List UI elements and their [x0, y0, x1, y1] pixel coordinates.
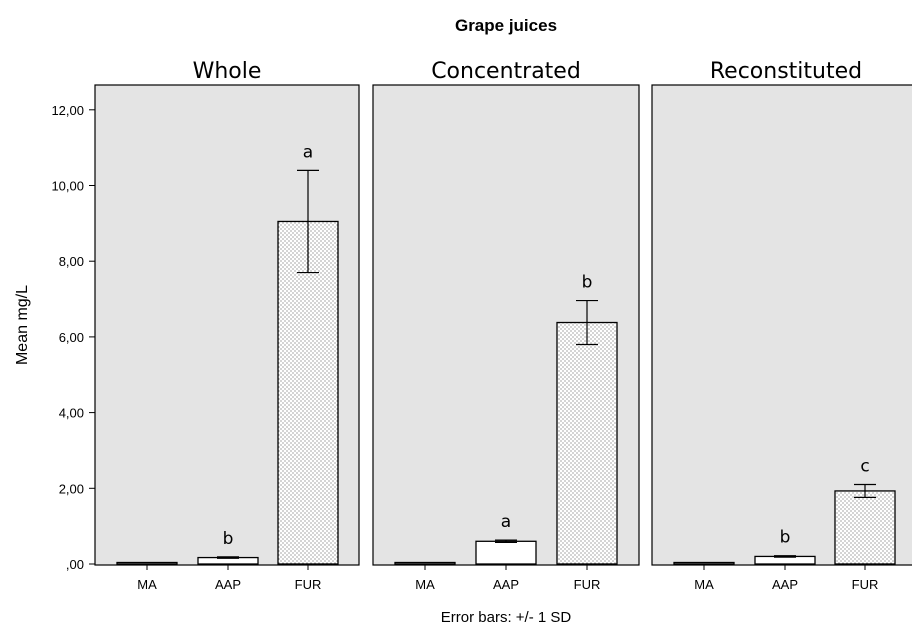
x-tick-label: AAP: [772, 577, 798, 592]
significance-letter: c: [860, 457, 869, 477]
bar-aap: [475, 540, 537, 565]
y-tick-label: 12,00: [51, 103, 84, 118]
bar-fur: [834, 490, 896, 565]
panel-title: Reconstituted: [710, 59, 862, 84]
error-bars-footnote: Error bars: +/- 1 SD: [441, 609, 572, 626]
x-tick-label: MA: [137, 577, 157, 592]
significance-letter: b: [223, 529, 234, 549]
significance-letter: a: [501, 512, 511, 532]
y-tick-label: 8,00: [59, 254, 84, 269]
y-tick-label: 10,00: [51, 179, 84, 194]
panel-whole: Whole MA b AAP a FUR: [94, 59, 360, 592]
x-tick-label: MA: [415, 577, 435, 592]
bar-ma: [673, 561, 735, 565]
chart-title: Grape juices: [455, 16, 557, 35]
y-tick-label: 6,00: [59, 330, 84, 345]
panel-title: Concentrated: [431, 59, 581, 84]
panels: WholeMAbAAPaFURConcentratedMAaAAPbFURRec…: [94, 59, 912, 592]
bar-fur: [556, 321, 618, 565]
significance-letter: b: [780, 528, 791, 548]
bar-ma: [116, 561, 178, 565]
y-tick-label: 2,00: [59, 481, 84, 496]
y-axis-label: Mean mg/L: [14, 285, 31, 365]
significance-letter: b: [582, 273, 593, 293]
panel-title: Whole: [193, 59, 262, 84]
x-tick-label: FUR: [295, 577, 322, 592]
x-tick-label: MA: [694, 577, 714, 592]
bar-ma: [394, 561, 456, 565]
x-tick-label: FUR: [574, 577, 601, 592]
x-tick-label: AAP: [215, 577, 241, 592]
panel-reconstituted: Reconstituted MA b AAP c FUR: [651, 59, 912, 592]
y-tick-label: ,00: [66, 557, 84, 572]
y-axis: ,00 2,00 4,00 6,00 8,00 10,00 12,00: [51, 103, 95, 572]
significance-letter: a: [303, 142, 313, 162]
y-tick-label: 4,00: [59, 406, 84, 421]
x-tick-label: AAP: [493, 577, 519, 592]
panel-concentrated: Concentrated MA a AAP b FUR: [372, 59, 640, 592]
x-tick-label: FUR: [852, 577, 879, 592]
